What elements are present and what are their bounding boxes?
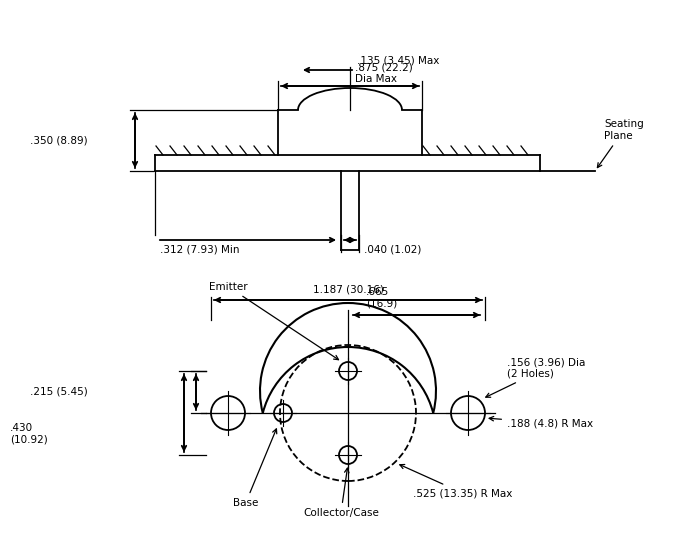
- Text: .350 (8.89): .350 (8.89): [30, 136, 88, 146]
- Text: .215 (5.45): .215 (5.45): [30, 387, 88, 397]
- Text: .875 (22.2)
Dia Max: .875 (22.2) Dia Max: [355, 62, 413, 84]
- Text: .188 (4.8) R Max: .188 (4.8) R Max: [489, 416, 593, 428]
- Text: .665
(16.9): .665 (16.9): [366, 287, 398, 309]
- Text: .135 (3.45) Max: .135 (3.45) Max: [357, 55, 440, 65]
- Text: .312 (7.93) Min: .312 (7.93) Min: [160, 244, 239, 254]
- Text: .156 (3.96) Dia
(2 Holes): .156 (3.96) Dia (2 Holes): [486, 357, 585, 397]
- Text: .040 (1.02): .040 (1.02): [364, 244, 421, 254]
- Text: Base: Base: [233, 429, 276, 508]
- Text: 1.187 (30.16): 1.187 (30.16): [313, 285, 384, 295]
- Text: .430
(10.92): .430 (10.92): [10, 423, 48, 445]
- Text: Seating
Plane: Seating Plane: [597, 119, 644, 168]
- Text: Collector/Case: Collector/Case: [303, 468, 379, 518]
- Text: .525 (13.35) R Max: .525 (13.35) R Max: [400, 464, 512, 498]
- Text: Emitter: Emitter: [209, 282, 339, 360]
